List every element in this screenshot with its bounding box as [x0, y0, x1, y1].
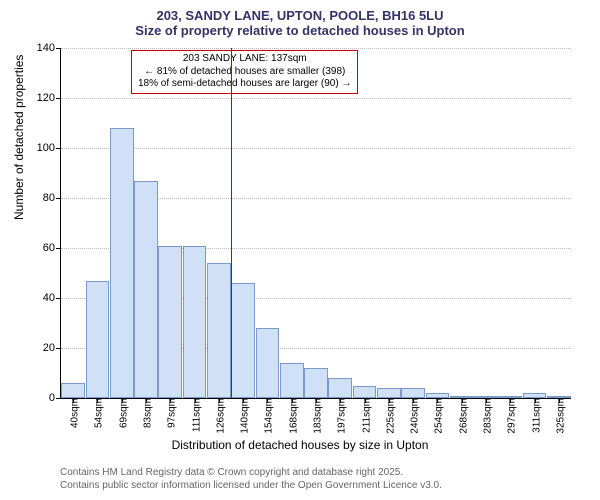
bar	[256, 328, 280, 398]
xtick-label: 268sqm	[454, 398, 469, 434]
title-main: 203, SANDY LANE, UPTON, POOLE, BH16 5LU	[0, 0, 600, 23]
xtick-mark	[559, 398, 560, 403]
marker-line	[231, 48, 232, 398]
gridline	[61, 98, 571, 99]
bar	[231, 283, 255, 398]
bar	[207, 263, 231, 398]
annotation-line3: 18% of semi-detached houses are larger (…	[138, 78, 351, 91]
xtick-mark	[340, 398, 341, 403]
xtick-label: 211sqm	[357, 398, 372, 433]
ytick-mark	[56, 248, 61, 249]
xtick-mark	[365, 398, 366, 403]
bar	[61, 383, 85, 398]
xtick-label: 183sqm	[309, 398, 324, 434]
plot-area: 203 SANDY LANE: 137sqm ← 81% of detached…	[60, 48, 571, 399]
xtick-mark	[462, 398, 463, 403]
footer-line2: Contains public sector information licen…	[60, 479, 442, 492]
xtick-label: 283sqm	[479, 398, 494, 434]
ytick-mark	[56, 148, 61, 149]
annotation-line2: ← 81% of detached houses are smaller (39…	[138, 66, 351, 79]
xtick-mark	[97, 398, 98, 403]
gridline	[61, 148, 571, 149]
xtick-mark	[73, 398, 74, 403]
xtick-mark	[219, 398, 220, 403]
bar	[328, 378, 352, 398]
bar	[183, 246, 207, 399]
xtick-label: 154sqm	[260, 398, 275, 434]
xtick-mark	[389, 398, 390, 403]
ytick-mark	[56, 398, 61, 399]
title-sub: Size of property relative to detached ho…	[0, 23, 600, 42]
ytick-mark	[56, 98, 61, 99]
xtick-label: 168sqm	[284, 398, 299, 434]
xtick-mark	[122, 398, 123, 403]
annotation-line1: 203 SANDY LANE: 137sqm	[138, 53, 351, 66]
xtick-label: 297sqm	[503, 398, 518, 434]
xtick-label: 240sqm	[406, 398, 421, 434]
annotation-box: 203 SANDY LANE: 137sqm ← 81% of detached…	[131, 50, 358, 94]
xtick-label: 197sqm	[333, 398, 348, 434]
x-axis-label: Distribution of detached houses by size …	[0, 438, 600, 452]
xtick-label: 254sqm	[430, 398, 445, 434]
xtick-mark	[292, 398, 293, 403]
xtick-label: 126sqm	[211, 398, 226, 434]
footer: Contains HM Land Registry data © Crown c…	[60, 466, 442, 492]
xtick-mark	[316, 398, 317, 403]
xtick-label: 225sqm	[381, 398, 396, 434]
gridline	[61, 48, 571, 49]
xtick-label: 111sqm	[187, 398, 202, 432]
xtick-mark	[170, 398, 171, 403]
bar	[110, 128, 134, 398]
bar	[86, 281, 110, 399]
xtick-mark	[535, 398, 536, 403]
ytick-mark	[56, 348, 61, 349]
xtick-label: 140sqm	[236, 398, 251, 434]
ytick-mark	[56, 298, 61, 299]
y-axis-label: Number of detached properties	[12, 55, 26, 220]
xtick-mark	[510, 398, 511, 403]
footer-line1: Contains HM Land Registry data © Crown c…	[60, 466, 442, 479]
xtick-mark	[267, 398, 268, 403]
ytick-mark	[56, 48, 61, 49]
bar	[280, 363, 304, 398]
xtick-mark	[243, 398, 244, 403]
xtick-mark	[146, 398, 147, 403]
xtick-label: 311sqm	[527, 398, 542, 433]
bar	[134, 181, 158, 399]
xtick-mark	[195, 398, 196, 403]
xtick-mark	[486, 398, 487, 403]
xtick-mark	[437, 398, 438, 403]
bar	[158, 246, 182, 399]
bar	[353, 386, 377, 399]
xtick-mark	[413, 398, 414, 403]
bar	[401, 388, 425, 398]
xtick-label: 325sqm	[551, 398, 566, 434]
bar	[377, 388, 401, 398]
chart-container: 203, SANDY LANE, UPTON, POOLE, BH16 5LU …	[0, 0, 600, 500]
bar	[304, 368, 328, 398]
ytick-mark	[56, 198, 61, 199]
